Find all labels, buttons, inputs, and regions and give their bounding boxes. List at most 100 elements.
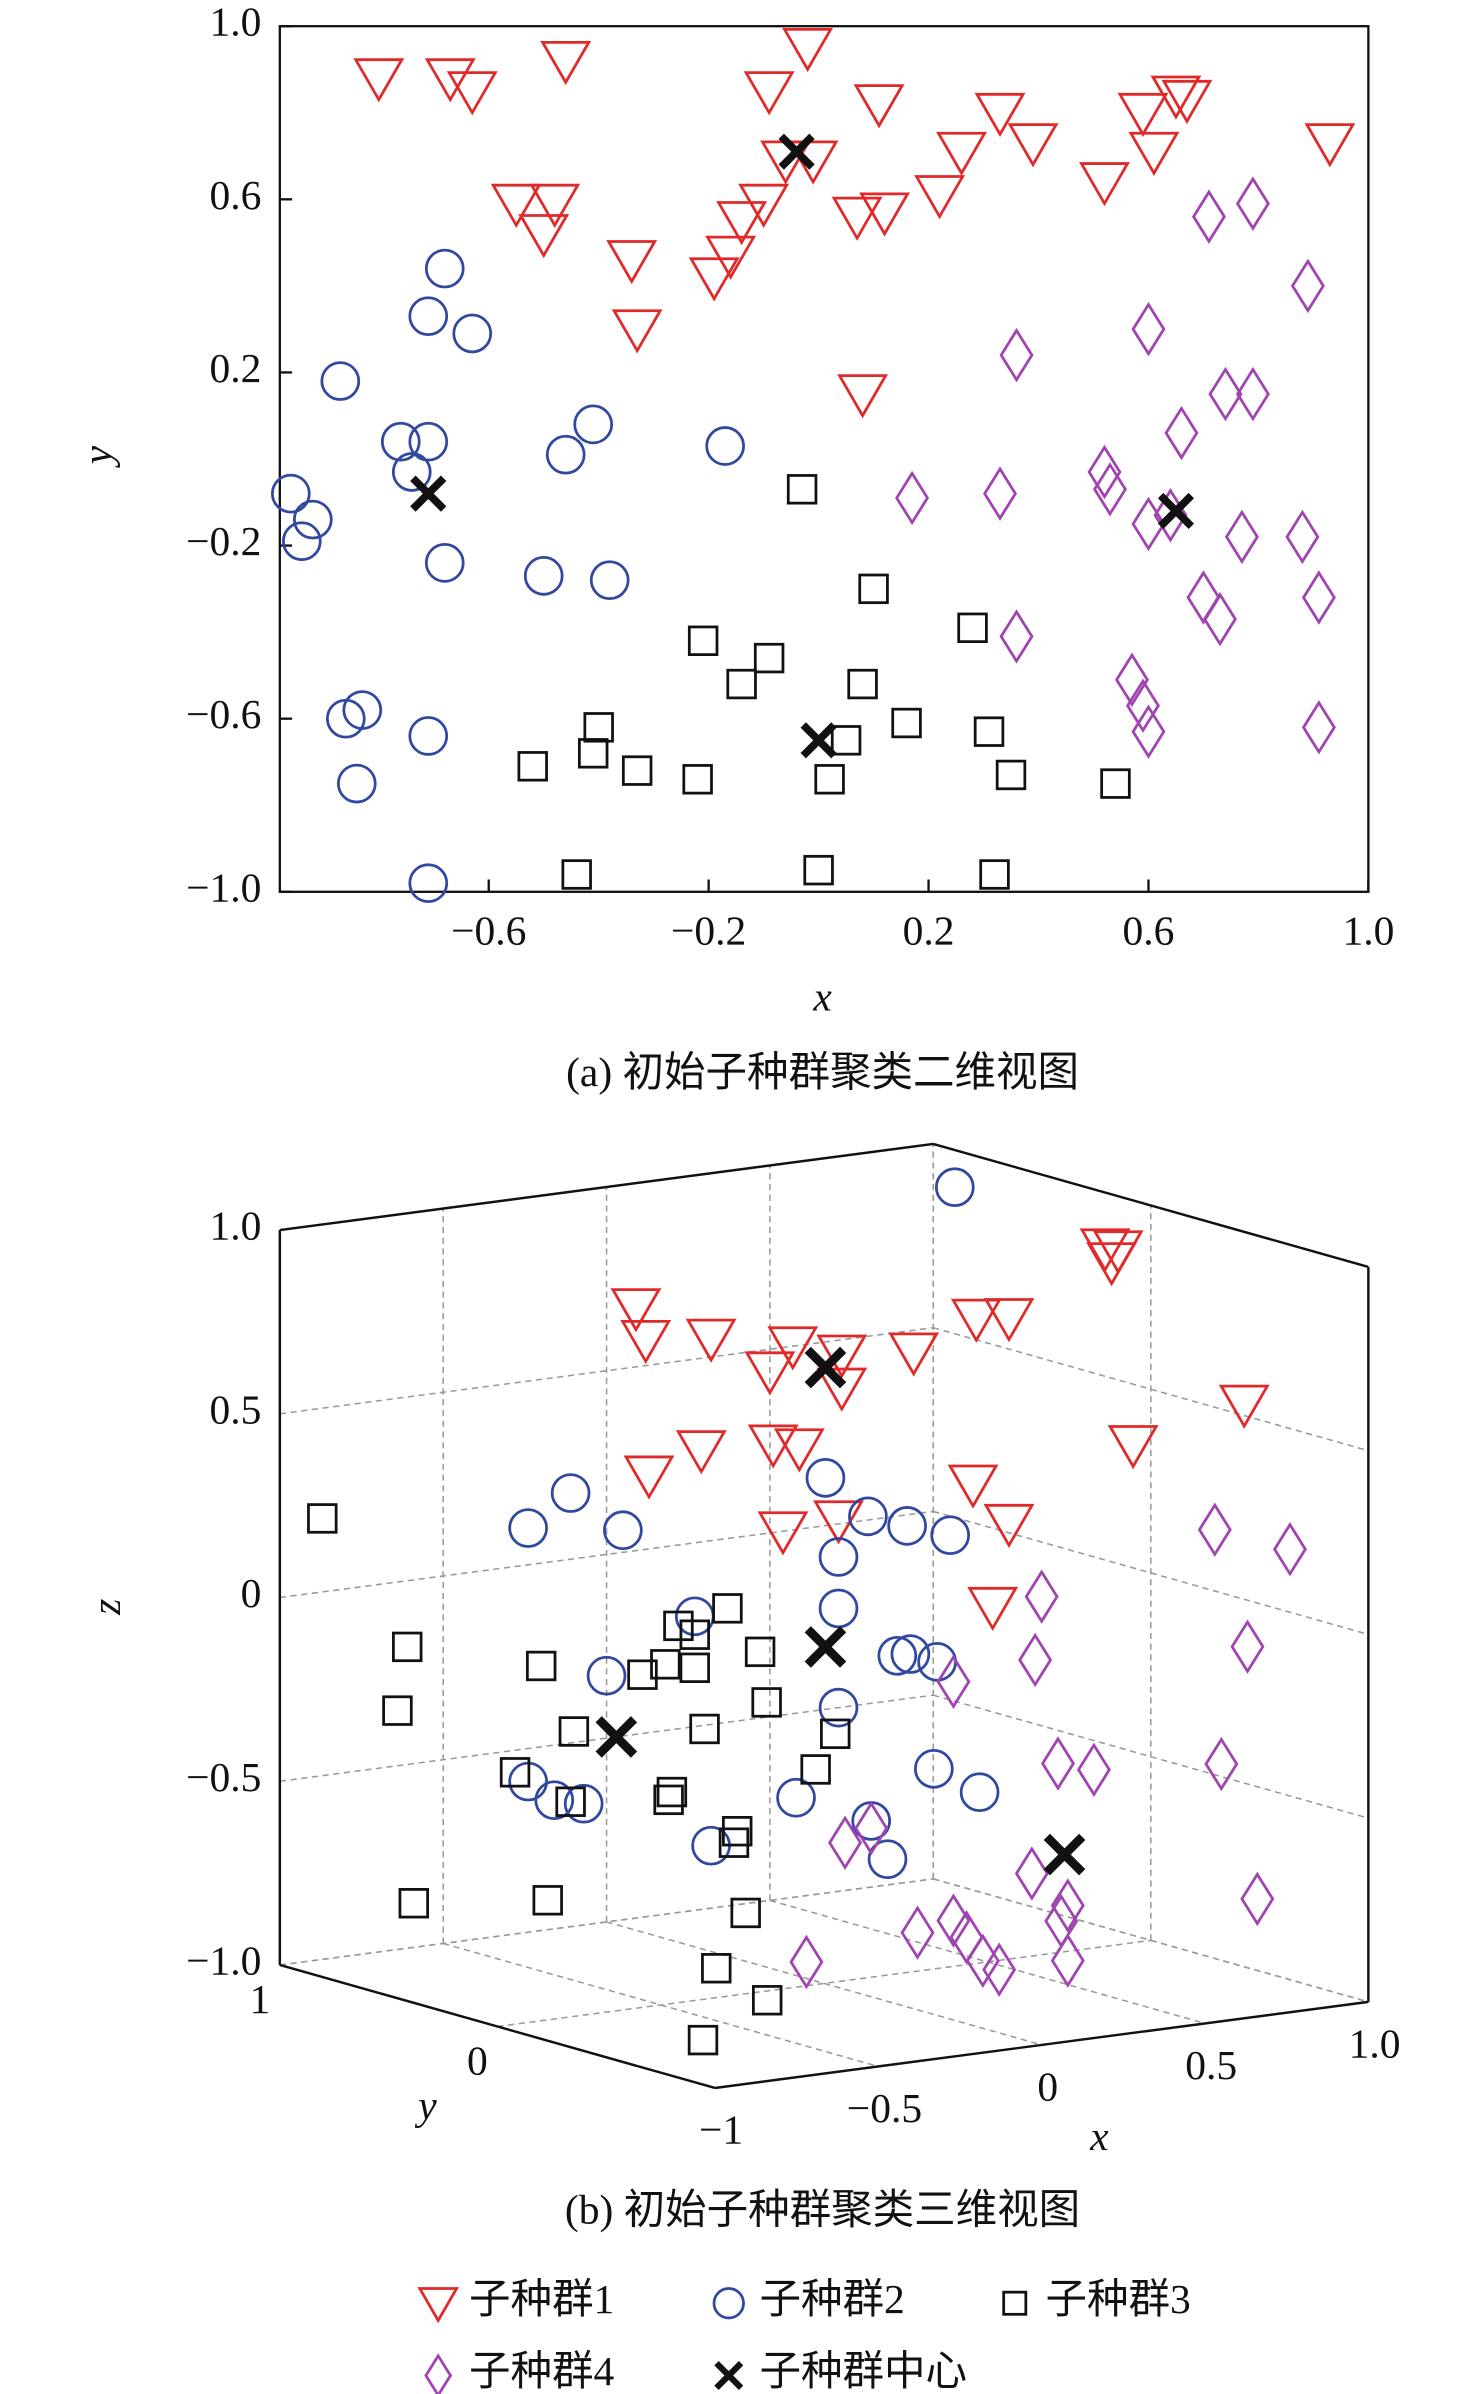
legend-marker <box>424 2353 453 2394</box>
triangle-marker <box>446 71 498 116</box>
triangle-marker <box>518 214 570 259</box>
triangle-marker <box>859 192 911 237</box>
circle-marker <box>603 1510 643 1551</box>
legend-label: 子种群中心 <box>760 2348 968 2394</box>
square-marker <box>650 1649 681 1680</box>
triangle-marker <box>837 374 889 419</box>
diamond-marker <box>999 609 1034 664</box>
legend-label: 子种群2 <box>760 2276 905 2322</box>
square-marker <box>307 1503 338 1534</box>
triangle-marker <box>950 1298 1002 1343</box>
center-marker <box>800 722 837 759</box>
diamond-marker <box>1131 301 1166 357</box>
triangle-marker <box>983 1503 1035 1549</box>
z-tick-label: −1.0 <box>186 1938 261 1984</box>
diamond-marker <box>999 327 1034 383</box>
square-marker <box>627 1659 658 1690</box>
square-marker <box>583 712 614 743</box>
triangle-marker <box>611 309 663 354</box>
triangle-marker <box>1117 92 1169 138</box>
square-marker <box>398 1888 430 1919</box>
circle-marker <box>776 1777 816 1818</box>
circle-marker <box>930 1515 971 1556</box>
triangle-marker <box>936 131 988 177</box>
diamond-marker <box>1087 444 1122 500</box>
triangle-marker <box>967 1586 1019 1632</box>
diamond-marker <box>1050 1933 1085 1988</box>
square-marker <box>689 1713 720 1745</box>
legend-marker <box>712 2287 745 2320</box>
square-marker <box>679 1619 710 1650</box>
triangle-marker <box>688 257 740 302</box>
triangle-marker <box>540 40 592 86</box>
circle-marker <box>408 863 449 903</box>
circle-marker <box>408 296 449 337</box>
circle-marker <box>914 1749 954 1789</box>
y-tick-label: 0 <box>467 2037 488 2083</box>
square-marker <box>687 625 719 656</box>
square-marker <box>979 859 1010 890</box>
grid-line <box>933 1878 1369 2003</box>
circle-marker <box>336 763 377 804</box>
square-marker <box>847 668 878 700</box>
square-marker <box>682 764 713 795</box>
triangle-marker <box>1150 75 1202 120</box>
square-marker <box>751 1985 783 2016</box>
x-tick-label: 1.0 <box>1342 907 1394 953</box>
diamond-marker <box>1197 1502 1232 1557</box>
grid-line <box>279 1878 934 1966</box>
diamond-marker <box>1240 1871 1275 1927</box>
diamond-marker <box>1186 570 1221 625</box>
circle-marker <box>818 1537 859 1577</box>
triangle-marker <box>743 71 795 116</box>
triangle-marker <box>610 1288 662 1333</box>
triangle-marker <box>757 1511 809 1556</box>
x-tick-label: −0.2 <box>671 907 746 953</box>
square-marker <box>561 859 592 890</box>
plot-frame <box>278 25 1370 893</box>
diamond-marker <box>854 1801 889 1856</box>
circle-marker <box>705 426 745 466</box>
legend-label: 子种群4 <box>469 2348 615 2394</box>
diamond-marker <box>1235 366 1270 422</box>
legend-label: 子种群1 <box>469 2276 614 2322</box>
grid-line <box>933 1326 1369 1452</box>
triangle-marker <box>1007 123 1059 168</box>
box-edge <box>279 1142 934 1232</box>
center-marker <box>1043 1833 1086 1876</box>
legend-marker <box>714 2361 744 2390</box>
triangle-marker <box>606 240 658 285</box>
triangle-marker <box>424 58 476 103</box>
triangle-marker <box>1107 1425 1159 1470</box>
diamond-marker <box>1202 591 1237 647</box>
square-marker <box>957 612 988 644</box>
square-marker <box>558 1716 590 1747</box>
diamond-marker <box>1014 1846 1049 1901</box>
y-tick-label: 1.0 <box>210 0 262 45</box>
diamond-marker <box>1285 509 1320 565</box>
square-marker <box>653 1784 684 1816</box>
center-marker <box>410 475 447 512</box>
square-marker <box>751 1687 782 1718</box>
triangle-marker <box>983 1298 1035 1343</box>
center-marker <box>595 1716 638 1758</box>
triangle-marker <box>914 175 966 220</box>
square-marker <box>382 1695 413 1726</box>
diamond-marker <box>1131 496 1166 552</box>
center-marker <box>778 133 815 170</box>
square-marker <box>814 764 845 795</box>
y-axis-label: y <box>74 445 120 468</box>
square-marker <box>744 1636 776 1668</box>
x-tick-label: 0.6 <box>1123 907 1175 953</box>
diamond-marker <box>1272 1521 1307 1577</box>
circle-marker <box>424 248 465 289</box>
x-tick-label: 0.5 <box>1185 2042 1237 2088</box>
diamond-marker <box>1204 1736 1239 1792</box>
square-marker <box>730 1897 761 1929</box>
square-marker <box>525 1650 557 1682</box>
circle-marker <box>281 521 322 562</box>
center-marker <box>1157 492 1195 530</box>
square-marker <box>858 573 889 605</box>
square-marker <box>726 668 757 700</box>
circle-marker <box>408 421 449 462</box>
